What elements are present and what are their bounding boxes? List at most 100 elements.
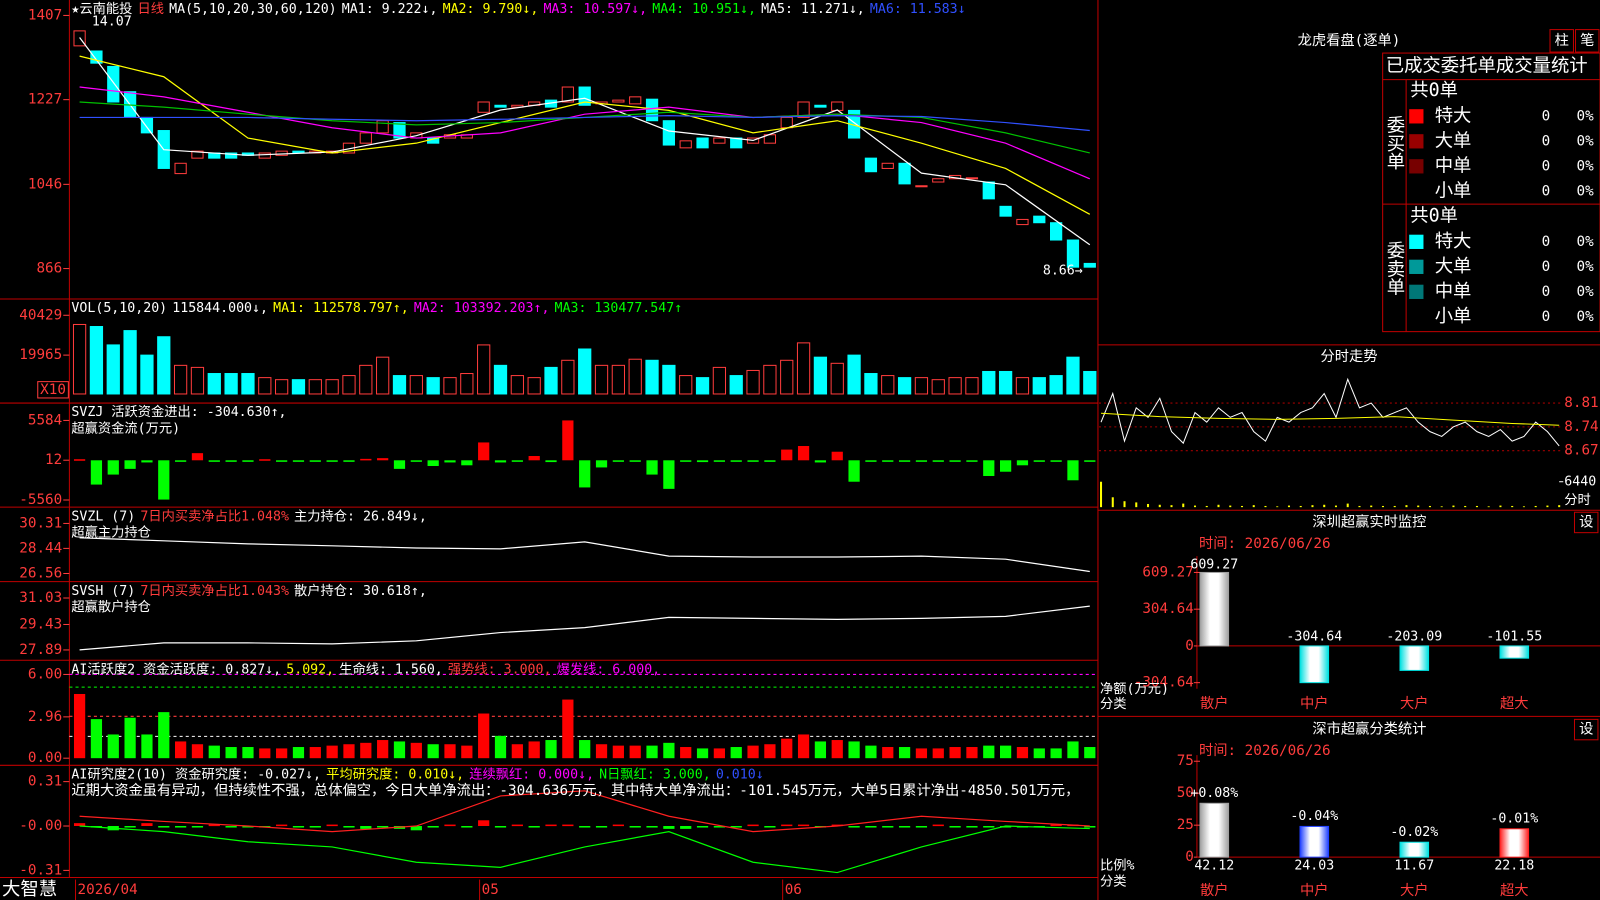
- candle: [915, 185, 928, 188]
- bar: [865, 826, 877, 828]
- volume-bar: [392, 375, 407, 395]
- bar: [528, 826, 540, 828]
- intraday-volume: [1123, 501, 1126, 508]
- y-tick-label: 304.64: [1142, 601, 1194, 617]
- bar: [797, 446, 810, 461]
- volume-bar: [679, 375, 693, 395]
- row-name: 大单: [1435, 130, 1472, 151]
- bar: [898, 826, 911, 828]
- y-tick-label: 0.00: [28, 750, 62, 766]
- tab-button[interactable]: [1549, 29, 1574, 53]
- volume-bar: [291, 379, 306, 395]
- volume-bar: [224, 373, 238, 395]
- bar: [882, 747, 894, 759]
- bar: [848, 460, 860, 482]
- volume-bar: [628, 358, 642, 395]
- bar: [1050, 460, 1062, 462]
- bar: [595, 460, 608, 468]
- bar: [292, 826, 305, 828]
- bar: [1067, 741, 1079, 759]
- bar: [781, 449, 793, 461]
- header-item: 7日内买卖净占比1.048%: [140, 508, 289, 524]
- bar: [73, 823, 86, 827]
- bar: [562, 824, 574, 827]
- header-item: VOL(5,10,20): [71, 301, 167, 316]
- intraday-volume: [1287, 505, 1291, 508]
- y-tick-label: 866: [36, 261, 62, 277]
- bar: [949, 460, 961, 462]
- intraday-volume: [1100, 481, 1103, 508]
- header-item: MA6: 11.583↓: [870, 2, 966, 17]
- header-item: MA1: 9.222↓,: [342, 2, 438, 17]
- intraday-volume: [1370, 505, 1373, 508]
- y-tick-label: 25: [1177, 817, 1194, 833]
- bar: [781, 824, 793, 827]
- volume-bar: [561, 359, 575, 395]
- bar: [966, 747, 978, 759]
- volume-bar: [645, 359, 659, 395]
- row-name: 大单: [1435, 256, 1472, 277]
- row-name: 中单: [1435, 155, 1472, 176]
- bar: [1016, 747, 1029, 759]
- y-tick-label: 1227: [28, 92, 62, 108]
- tab-button-label[interactable]: 柱: [1555, 32, 1569, 49]
- candle: [107, 65, 120, 103]
- bar: [1050, 748, 1062, 759]
- y-tick-label: -5560: [19, 492, 62, 508]
- panel-subtitle: 近期大资金虽有异动，但持续性不强，总体偏空，今日大单净流出：-304.636万元…: [71, 782, 1079, 799]
- swatch: [1409, 259, 1424, 274]
- header-item: 115844.000↓,: [172, 301, 268, 316]
- settings-button[interactable]: [1573, 511, 1599, 534]
- y-tick-label: 6440: [1564, 475, 1596, 490]
- header-item: 散户持仓: 30.618↑,: [294, 582, 427, 599]
- candle: [359, 132, 372, 144]
- settings-label[interactable]: 设: [1579, 513, 1593, 530]
- bar: [545, 460, 557, 463]
- category-label: 超大: [1500, 882, 1529, 899]
- candle: [831, 101, 844, 111]
- category-label: 散户: [1200, 695, 1229, 712]
- settings-label[interactable]: 设: [1579, 721, 1593, 738]
- bar: [831, 824, 843, 827]
- header-item: 7日内买卖净占比1.043%: [140, 583, 289, 599]
- bar: [175, 741, 187, 759]
- volume-bar: [89, 326, 104, 395]
- header-item: 主力持仓: 26.849↓,: [294, 508, 427, 524]
- swatch: [1409, 109, 1424, 124]
- bar: [562, 699, 574, 759]
- volume-bar: [998, 370, 1013, 395]
- x-axis-title: 分类: [1100, 696, 1127, 712]
- volume-bar: [864, 373, 878, 395]
- y-tick-label: -0.31: [19, 862, 62, 878]
- y-tick-label: 1046: [28, 176, 62, 192]
- bar: [865, 745, 877, 759]
- tab-button-label[interactable]: 笔: [1580, 32, 1594, 49]
- settings-button[interactable]: [1573, 718, 1599, 741]
- y-tick-label: 0: [1185, 638, 1194, 654]
- intraday-volume: [1358, 505, 1361, 508]
- bar: [528, 456, 540, 461]
- bar: [141, 823, 153, 827]
- header-item: 0.010↓: [716, 767, 764, 782]
- volume-bar: [510, 375, 524, 395]
- bar: [848, 826, 860, 828]
- low-label: 8.66→: [1043, 263, 1083, 278]
- bar: [629, 826, 641, 828]
- bar: [595, 744, 608, 759]
- header-item: MA5: 11.271↓,: [761, 2, 865, 17]
- bar: [242, 747, 254, 759]
- candle: [578, 86, 591, 106]
- intraday-volume: [1405, 505, 1408, 508]
- panel-subtitle: 超赢散户持仓: [71, 598, 151, 615]
- volume-bar: [965, 377, 979, 395]
- volume-bar: [409, 375, 423, 395]
- tab-button[interactable]: [1575, 29, 1600, 53]
- category-label: 散户: [1200, 882, 1229, 899]
- bar: [898, 747, 911, 759]
- bar: [1033, 748, 1045, 759]
- value-label: -203.09: [1386, 630, 1442, 645]
- value-label: 42.12: [1194, 858, 1234, 873]
- candle: [561, 86, 574, 103]
- header-item: 日线: [138, 1, 165, 17]
- bar: [680, 460, 692, 462]
